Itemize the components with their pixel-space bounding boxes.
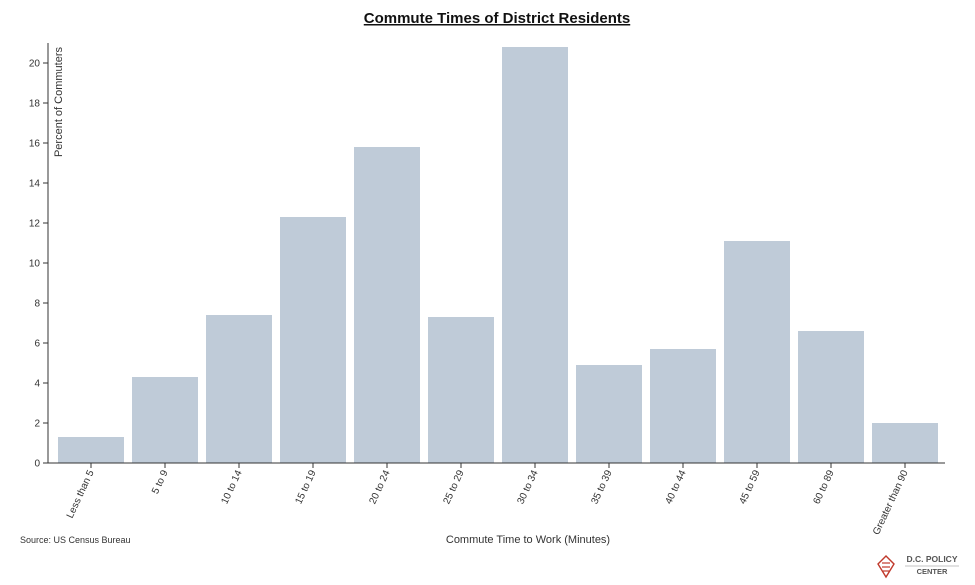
x-axis-title: Commute Time to Work (Minutes) bbox=[446, 534, 610, 546]
x-tick-label: 60 to 89 bbox=[811, 468, 836, 506]
y-tick-label: 16 bbox=[29, 139, 41, 150]
x-tick-label: 30 to 34 bbox=[515, 468, 540, 506]
bar bbox=[872, 423, 938, 463]
x-tick-label: Less than 5 bbox=[65, 468, 97, 520]
source-note: Source: US Census Bureau bbox=[20, 535, 131, 545]
y-tick-label: 20 bbox=[29, 59, 41, 70]
bars bbox=[58, 47, 938, 463]
bar bbox=[280, 217, 346, 463]
x-axis: Less than 5 5 to 9 10 to 14 15 to 19 20 to 2… bbox=[48, 462, 945, 537]
x-tick-label: 20 to 24 bbox=[367, 468, 392, 506]
x-tick-label: 25 to 29 bbox=[441, 468, 466, 506]
y-tick-label: 12 bbox=[29, 219, 41, 230]
bar bbox=[724, 241, 790, 463]
dc-map-flag-icon bbox=[877, 555, 895, 579]
logo-line2: CENTER bbox=[917, 567, 948, 576]
y-axis-title: Percent of Commuters bbox=[53, 46, 65, 157]
x-tick-label: Greater than 90 bbox=[871, 468, 911, 537]
x-tick-label: 5 to 9 bbox=[150, 468, 171, 496]
y-tick-label: 6 bbox=[34, 339, 40, 350]
bar bbox=[428, 317, 494, 463]
y-tick-label: 4 bbox=[34, 379, 40, 390]
x-tick-label: 45 to 59 bbox=[737, 468, 762, 506]
bar bbox=[650, 349, 716, 463]
bar bbox=[58, 437, 124, 463]
y-tick-label: 0 bbox=[34, 459, 40, 470]
y-axis: 0 2 4 6 8 10 12 14 16 18 20 bbox=[29, 43, 49, 470]
chart-title: Commute Times of District Residents bbox=[364, 10, 630, 27]
logo-line1: D.C. POLICY bbox=[906, 554, 957, 564]
y-tick-label: 10 bbox=[29, 259, 41, 270]
bar bbox=[132, 377, 198, 463]
x-tick-label: 40 to 44 bbox=[663, 468, 688, 506]
x-tick-label: 15 to 19 bbox=[293, 468, 318, 506]
bar bbox=[576, 365, 642, 463]
y-tick-label: 2 bbox=[34, 419, 40, 430]
x-tick-label: 35 to 39 bbox=[589, 468, 614, 506]
y-tick-label: 8 bbox=[34, 299, 40, 310]
bar bbox=[798, 331, 864, 463]
logo: D.C. POLICY CENTER bbox=[877, 554, 959, 579]
y-tick-label: 14 bbox=[29, 179, 41, 190]
bar bbox=[206, 315, 272, 463]
bar bbox=[502, 47, 568, 463]
y-tick-label: 18 bbox=[29, 99, 41, 110]
bar bbox=[354, 147, 420, 463]
x-tick-label: 10 to 14 bbox=[219, 468, 244, 506]
